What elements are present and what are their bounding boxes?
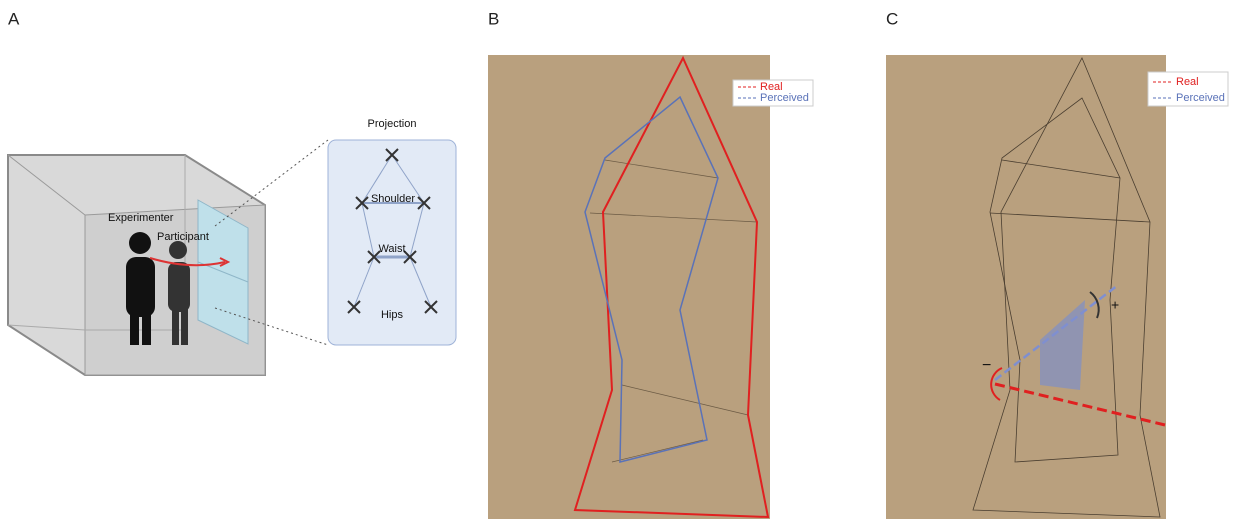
figure: A Experimenter Participant <box>0 0 1250 519</box>
panel-label: A <box>8 9 20 28</box>
photo-b <box>488 55 813 519</box>
hips-label: Hips <box>381 309 404 321</box>
photo-c <box>886 55 1228 519</box>
projection-title: Projection <box>368 118 417 130</box>
experimenter-label: Experimenter <box>108 212 174 224</box>
waist-label: Waist <box>378 243 405 255</box>
legend-real: Real <box>1176 76 1199 88</box>
minus-sign: − <box>982 357 991 374</box>
participant-label: Participant <box>157 231 209 243</box>
legend-perceived: Perceived <box>1176 92 1225 104</box>
panel-label: C <box>886 9 898 28</box>
panel-label: B <box>488 9 499 28</box>
shoulder-label: Shoulder <box>371 193 415 205</box>
plus-sign: + <box>1111 297 1119 313</box>
room <box>8 140 328 375</box>
legend-perceived: Perceived <box>760 92 809 104</box>
